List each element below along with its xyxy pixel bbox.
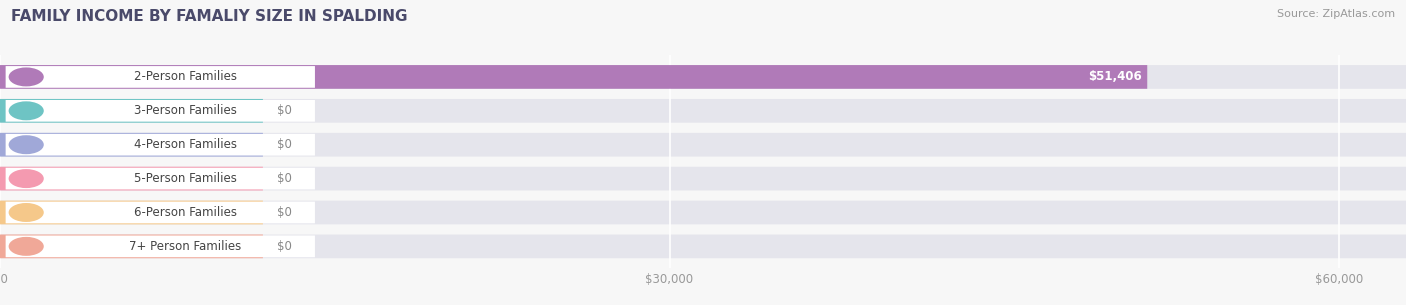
Text: 5-Person Families: 5-Person Families (134, 172, 236, 185)
FancyBboxPatch shape (0, 235, 263, 258)
Ellipse shape (8, 135, 44, 154)
FancyBboxPatch shape (6, 235, 315, 257)
FancyBboxPatch shape (0, 167, 1406, 190)
FancyBboxPatch shape (0, 133, 263, 156)
Text: 6-Person Families: 6-Person Families (134, 206, 236, 219)
Ellipse shape (8, 203, 44, 222)
Ellipse shape (8, 67, 44, 86)
Text: FAMILY INCOME BY FAMALIY SIZE IN SPALDING: FAMILY INCOME BY FAMALIY SIZE IN SPALDIN… (11, 9, 408, 24)
FancyBboxPatch shape (0, 65, 1406, 89)
FancyBboxPatch shape (6, 100, 315, 122)
Text: $0: $0 (277, 138, 292, 151)
FancyBboxPatch shape (6, 168, 315, 189)
Ellipse shape (8, 237, 44, 256)
FancyBboxPatch shape (0, 201, 1406, 224)
FancyBboxPatch shape (6, 66, 315, 88)
Text: 2-Person Families: 2-Person Families (134, 70, 236, 84)
FancyBboxPatch shape (0, 235, 1406, 258)
FancyBboxPatch shape (0, 201, 263, 224)
Text: 7+ Person Families: 7+ Person Families (129, 240, 242, 253)
Text: 3-Person Families: 3-Person Families (134, 104, 236, 117)
Text: $0: $0 (277, 104, 292, 117)
Text: $0: $0 (277, 172, 292, 185)
FancyBboxPatch shape (0, 133, 1406, 156)
Ellipse shape (8, 101, 44, 120)
Text: Source: ZipAtlas.com: Source: ZipAtlas.com (1277, 9, 1395, 19)
FancyBboxPatch shape (6, 202, 315, 223)
FancyBboxPatch shape (0, 65, 1147, 89)
FancyBboxPatch shape (6, 134, 315, 156)
FancyBboxPatch shape (0, 99, 1406, 123)
Text: $0: $0 (277, 206, 292, 219)
FancyBboxPatch shape (0, 167, 263, 190)
Text: 4-Person Families: 4-Person Families (134, 138, 236, 151)
Text: $51,406: $51,406 (1088, 70, 1142, 84)
FancyBboxPatch shape (0, 99, 263, 123)
Text: $0: $0 (277, 240, 292, 253)
Ellipse shape (8, 169, 44, 188)
